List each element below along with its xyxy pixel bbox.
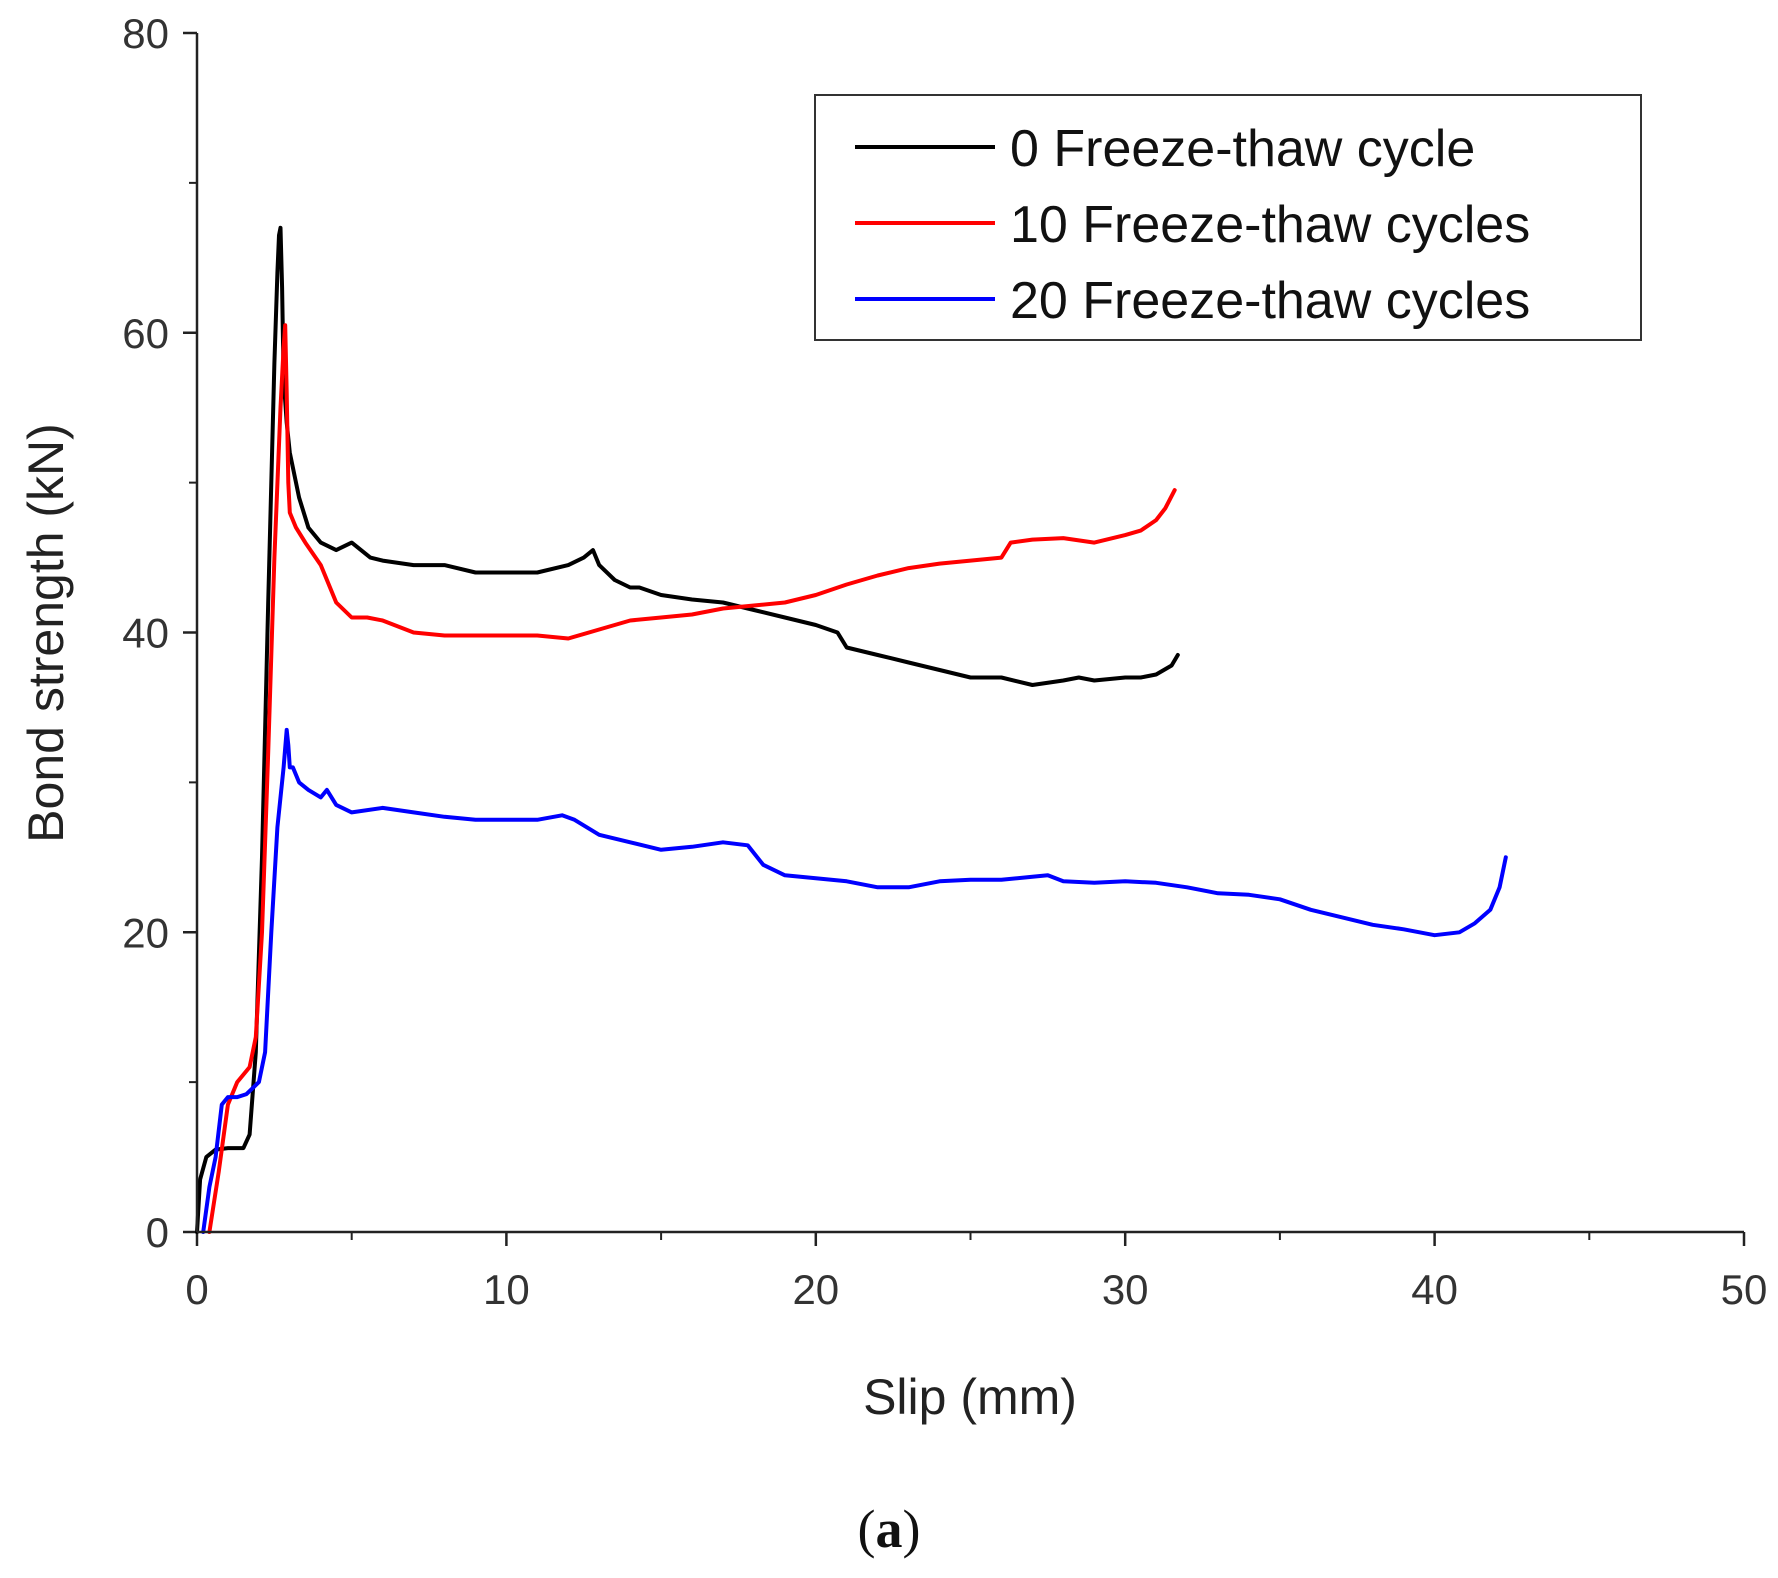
x-tick-label: 50 (1721, 1266, 1768, 1313)
caption-close-paren: ) (903, 1499, 921, 1559)
y-tick-label: 40 (122, 610, 169, 657)
legend-label-10-freeze-thaw: 10 Freeze-thaw cycles (1010, 196, 1530, 254)
series-20-freeze-thaw-line (201, 727, 1508, 1234)
x-tick-label: 0 (185, 1266, 208, 1313)
legend-label-20-freeze-thaw: 20 Freeze-thaw cycles (1010, 272, 1530, 330)
x-tick-label: 40 (1411, 1266, 1458, 1313)
x-tick-label: 30 (1102, 1266, 1149, 1313)
series-0-freeze-thaw-line (195, 225, 1180, 1234)
y-axis-title: Bond strength (kN) (18, 423, 74, 843)
caption-letter: a (876, 1499, 903, 1559)
x-axis-title: Slip (mm) (863, 1369, 1077, 1425)
y-tick-label: 0 (146, 1209, 169, 1256)
axis-ticks: 0 10 20 30 40 50 0 20 40 60 80 (122, 10, 1767, 1313)
x-tick-label: 10 (483, 1266, 530, 1313)
y-tick-label: 20 (122, 909, 169, 956)
legend: 0 Freeze-thaw cycle 10 Freeze-thaw cycle… (814, 94, 1642, 341)
figure-caption: (a) (858, 1499, 921, 1559)
data-series (195, 225, 1508, 1234)
series-10-freeze-thaw-line (207, 323, 1177, 1234)
x-tick-label: 20 (792, 1266, 839, 1313)
y-tick-label: 60 (122, 310, 169, 357)
caption-open-paren: ( (858, 1499, 876, 1559)
y-tick-label: 80 (122, 10, 169, 57)
legend-label-0-freeze-thaw: 0 Freeze-thaw cycle (1010, 120, 1475, 178)
